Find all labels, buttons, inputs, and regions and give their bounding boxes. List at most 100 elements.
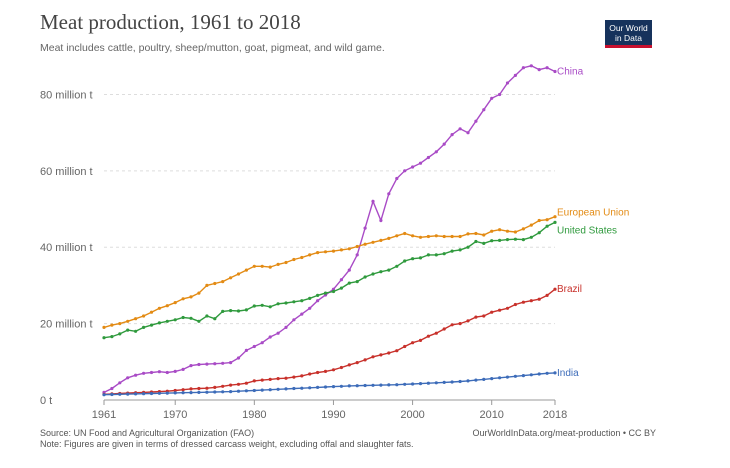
data-point-brazil: [339, 365, 343, 370]
data-point-china: [355, 253, 359, 257]
data-point-european-union: [157, 306, 161, 310]
data-point-united-states: [442, 252, 446, 256]
data-point-european-union: [221, 280, 225, 284]
data-point-india: [371, 383, 375, 387]
data-point-brazil: [252, 379, 256, 383]
data-point-china: [268, 335, 272, 339]
data-point-european-union: [284, 260, 288, 265]
data-point-united-states: [537, 231, 541, 235]
data-point-united-states: [411, 257, 415, 261]
data-point-united-states: [229, 309, 233, 313]
data-point-european-union: [498, 228, 502, 232]
data-point-india: [260, 388, 264, 392]
data-point-india: [142, 392, 146, 396]
data-point-india: [292, 386, 296, 391]
data-point-india: [205, 390, 209, 394]
series-label-united-states: United States: [557, 225, 617, 236]
data-point-china: [110, 386, 114, 391]
x-tick-label: 1990: [321, 409, 345, 421]
data-point-united-states: [213, 317, 217, 321]
data-point-brazil: [521, 300, 526, 304]
x-tick-label: 2018: [543, 409, 567, 421]
data-point-brazil: [229, 383, 233, 387]
data-point-india: [110, 392, 114, 397]
data-point-european-union: [363, 242, 367, 246]
data-point-european-union: [142, 314, 146, 318]
data-point-european-union: [442, 234, 446, 239]
data-point-united-states: [323, 291, 328, 295]
data-point-china: [411, 165, 415, 169]
data-point-india: [466, 379, 470, 383]
data-point-brazil: [236, 382, 241, 386]
data-point-european-union: [545, 218, 549, 222]
data-point-brazil: [213, 385, 217, 389]
data-point-india: [221, 390, 225, 394]
data-point-india: [513, 374, 518, 378]
data-point-china: [521, 66, 526, 70]
data-point-brazil: [316, 370, 320, 375]
data-point-china: [434, 150, 438, 154]
data-point-united-states: [371, 272, 375, 276]
data-point-united-states: [236, 309, 241, 313]
credit-link[interactable]: OurWorldInData.org/meat-production • CC …: [472, 428, 656, 438]
data-point-brazil: [260, 378, 264, 382]
data-point-united-states: [157, 321, 161, 325]
data-point-european-union: [553, 215, 557, 219]
data-point-india: [173, 391, 177, 395]
data-point-china: [260, 341, 264, 345]
data-point-united-states: [300, 299, 304, 303]
data-point-china: [173, 369, 177, 373]
data-point-india: [505, 375, 510, 379]
data-point-european-union: [308, 253, 312, 257]
data-point-india: [474, 378, 478, 382]
data-point-united-states: [339, 286, 343, 290]
data-point-brazil: [181, 388, 185, 392]
data-point-united-states: [331, 289, 336, 294]
data-point-united-states: [395, 264, 399, 268]
data-point-european-union: [236, 272, 241, 276]
data-point-china: [529, 64, 533, 68]
data-point-india: [482, 377, 486, 381]
data-point-united-states: [403, 259, 407, 263]
data-point-india: [316, 385, 320, 389]
owid-logo[interactable]: Our World in Data: [605, 20, 652, 48]
data-point-united-states: [197, 319, 201, 323]
data-point-united-states: [221, 309, 225, 313]
data-point-china: [236, 356, 241, 360]
data-point-brazil: [482, 314, 486, 318]
data-point-india: [363, 383, 367, 388]
data-point-brazil: [553, 287, 557, 291]
y-tick-label: 80 million t: [40, 89, 93, 101]
data-point-united-states: [490, 239, 494, 243]
data-point-european-union: [316, 251, 320, 255]
data-point-china: [363, 226, 367, 230]
data-point-united-states: [244, 308, 248, 312]
data-point-european-union: [149, 310, 154, 314]
data-point-china: [276, 331, 280, 335]
data-point-united-states: [498, 238, 502, 242]
data-point-european-union: [197, 291, 201, 295]
data-point-united-states: [173, 318, 177, 322]
data-point-china: [537, 68, 541, 72]
data-point-brazil: [355, 361, 359, 365]
data-point-united-states: [521, 238, 526, 242]
data-point-brazil: [284, 376, 288, 380]
data-point-india: [197, 390, 201, 394]
data-point-united-states: [252, 304, 256, 308]
data-point-european-union: [323, 250, 328, 254]
data-point-european-union: [403, 231, 407, 236]
data-point-brazil: [276, 377, 280, 381]
data-point-india: [181, 391, 185, 395]
data-point-india: [521, 374, 526, 378]
data-point-china: [189, 364, 193, 368]
data-point-china: [426, 155, 430, 160]
data-point-european-union: [466, 232, 470, 236]
data-point-european-union: [371, 240, 375, 244]
data-point-china: [221, 361, 225, 365]
data-point-united-states: [355, 280, 359, 284]
data-point-india: [529, 373, 533, 377]
data-point-india: [157, 391, 161, 395]
data-point-european-union: [252, 264, 256, 268]
data-point-china: [252, 344, 256, 349]
